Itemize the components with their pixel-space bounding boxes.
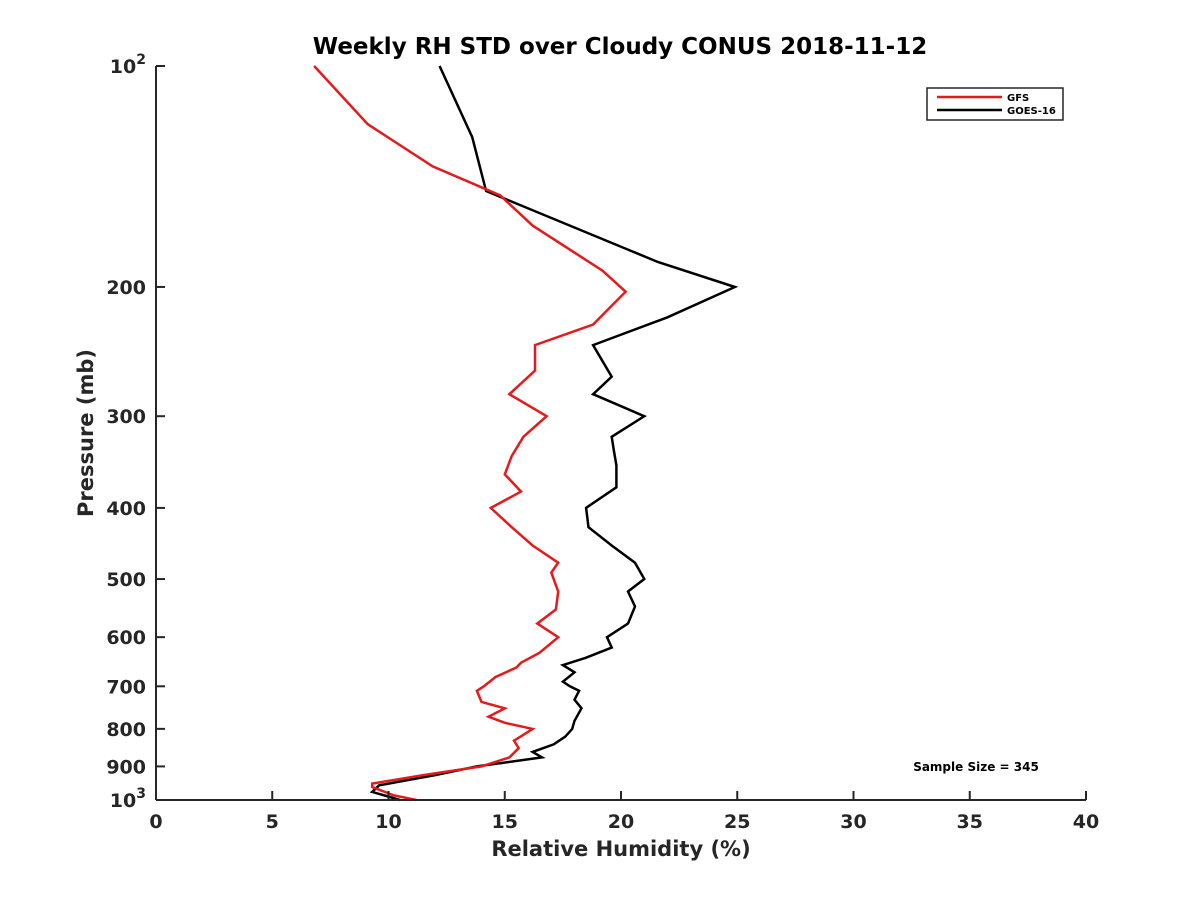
y-tick-base: 10 <box>110 56 136 78</box>
y-tick-label: 300 <box>106 406 146 428</box>
y-tick-label: 200 <box>106 277 146 299</box>
x-axis-title: Relative Humidity (%) <box>491 837 750 861</box>
x-tick-label: 25 <box>724 811 750 833</box>
y-tick-label: 800 <box>106 719 146 741</box>
legend: GFS GOES-16 <box>926 87 1064 121</box>
y-tick-label: 400 <box>106 498 146 520</box>
sample-size-annotation: Sample Size = 345 <box>913 760 1039 774</box>
x-tick-label: 35 <box>957 811 983 833</box>
y-axis-title: Pressure (mb) <box>74 349 98 517</box>
axes-layer <box>155 66 1086 801</box>
series-layer <box>313 65 739 802</box>
y-tick-base: 10 <box>110 790 136 812</box>
y-tick-label: 600 <box>106 627 146 649</box>
series-line-gfs <box>313 65 628 802</box>
y-tick-label: 900 <box>106 756 146 778</box>
x-ticks: 0 5 10 15 20 25 30 35 40 <box>149 791 1099 833</box>
legend-label-gfs: GFS <box>1007 93 1029 104</box>
y-tick-label: 103 <box>110 786 146 812</box>
x-tick-label: 15 <box>492 811 518 833</box>
y-tick-exponent: 3 <box>136 786 146 802</box>
x-tick-label: 40 <box>1073 811 1099 833</box>
y-tick-label: 700 <box>106 676 146 698</box>
y-tick-label: 102 <box>110 52 146 78</box>
x-tick-label: 5 <box>266 811 279 833</box>
legend-box <box>926 87 1064 121</box>
y-tick-label: 500 <box>106 569 146 591</box>
y-tick-exponent: 2 <box>136 52 146 68</box>
x-tick-label: 20 <box>608 811 634 833</box>
legend-label-goes-16: GOES-16 <box>1007 106 1056 117</box>
series-line-goes-16 <box>369 65 739 802</box>
chart-title: Weekly RH STD over Cloudy CONUS 2018-11-… <box>313 34 927 60</box>
x-tick-label: 10 <box>375 811 401 833</box>
x-tick-label: 30 <box>840 811 866 833</box>
x-tick-label: 0 <box>149 811 162 833</box>
